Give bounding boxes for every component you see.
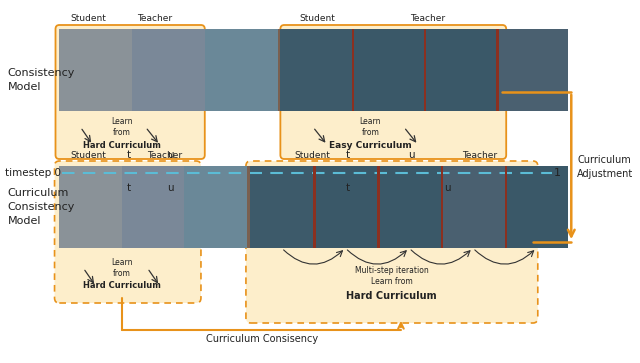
Text: Multi-step iteration
Learn from: Multi-step iteration Learn from (355, 266, 428, 286)
Bar (122, 166, 184, 248)
Bar (441, 166, 505, 248)
Bar (496, 29, 568, 111)
Text: Student: Student (300, 14, 335, 23)
Text: Curriculum Consisency: Curriculum Consisency (205, 334, 318, 344)
Bar (377, 166, 441, 248)
FancyBboxPatch shape (54, 161, 201, 303)
Bar (505, 166, 568, 248)
Text: 1: 1 (554, 168, 561, 178)
Text: Student: Student (294, 151, 330, 160)
Bar (247, 166, 250, 248)
Bar (505, 166, 507, 248)
Bar (278, 29, 280, 111)
Text: u: u (167, 150, 173, 160)
Text: Student: Student (70, 14, 106, 23)
Bar (278, 29, 280, 111)
Bar (441, 166, 444, 248)
Text: t: t (346, 183, 349, 193)
Text: Learn
from: Learn from (360, 117, 381, 137)
Bar (132, 29, 205, 111)
Bar (122, 166, 184, 248)
Bar (268, 24, 287, 116)
Text: Teacher: Teacher (462, 151, 497, 160)
Text: t: t (127, 150, 131, 160)
Bar (60, 29, 132, 111)
Bar (250, 166, 314, 248)
Bar (250, 166, 314, 248)
Bar (280, 29, 351, 111)
FancyBboxPatch shape (246, 161, 538, 323)
Bar (424, 29, 496, 111)
Text: timestep 0: timestep 0 (4, 168, 61, 178)
Bar (351, 29, 354, 111)
Text: u: u (408, 150, 415, 160)
Bar (184, 166, 247, 248)
Bar (496, 29, 499, 111)
Bar (184, 166, 247, 248)
Text: Hard Curriculum: Hard Curriculum (83, 140, 161, 150)
Bar (60, 166, 122, 248)
Text: Curriculum
Adjustment: Curriculum Adjustment (577, 155, 633, 179)
Text: Hard Curriculum: Hard Curriculum (83, 281, 161, 290)
Bar (205, 29, 278, 111)
Text: t: t (127, 183, 131, 193)
Bar (60, 166, 122, 248)
Text: Teacher: Teacher (410, 14, 445, 23)
Text: u: u (445, 183, 451, 193)
Bar (505, 166, 568, 248)
Bar (314, 166, 377, 248)
Bar (505, 166, 507, 248)
Text: Teacher: Teacher (147, 151, 182, 160)
Bar (60, 29, 132, 111)
Bar (132, 29, 205, 111)
Text: u: u (167, 183, 173, 193)
Bar (377, 166, 441, 248)
Text: Learn
from: Learn from (111, 258, 132, 278)
Bar (314, 166, 377, 248)
Bar (424, 29, 496, 111)
Bar (496, 29, 499, 111)
Bar (351, 29, 424, 111)
Bar (205, 29, 278, 111)
Text: Consistency
Model: Consistency Model (8, 68, 75, 92)
Bar (377, 166, 380, 248)
Text: Easy Curriculum: Easy Curriculum (329, 140, 412, 150)
Text: t: t (346, 150, 349, 160)
Bar (237, 161, 257, 253)
Bar (424, 29, 426, 111)
Bar (424, 29, 426, 111)
Bar (247, 166, 250, 248)
Bar (351, 29, 424, 111)
Text: Hard Curriculum: Hard Curriculum (346, 291, 436, 301)
Bar (496, 29, 568, 111)
Text: Student: Student (70, 151, 106, 160)
Text: Curriculum
Consistency
Model: Curriculum Consistency Model (8, 188, 75, 226)
Bar (441, 166, 505, 248)
Bar (351, 29, 354, 111)
FancyBboxPatch shape (56, 25, 205, 159)
Text: Learn
from: Learn from (111, 117, 132, 137)
Bar (314, 166, 316, 248)
Text: Teacher: Teacher (138, 14, 173, 23)
Bar (314, 166, 316, 248)
Bar (280, 29, 351, 111)
FancyBboxPatch shape (280, 25, 506, 159)
Bar (377, 166, 380, 248)
Bar (441, 166, 444, 248)
